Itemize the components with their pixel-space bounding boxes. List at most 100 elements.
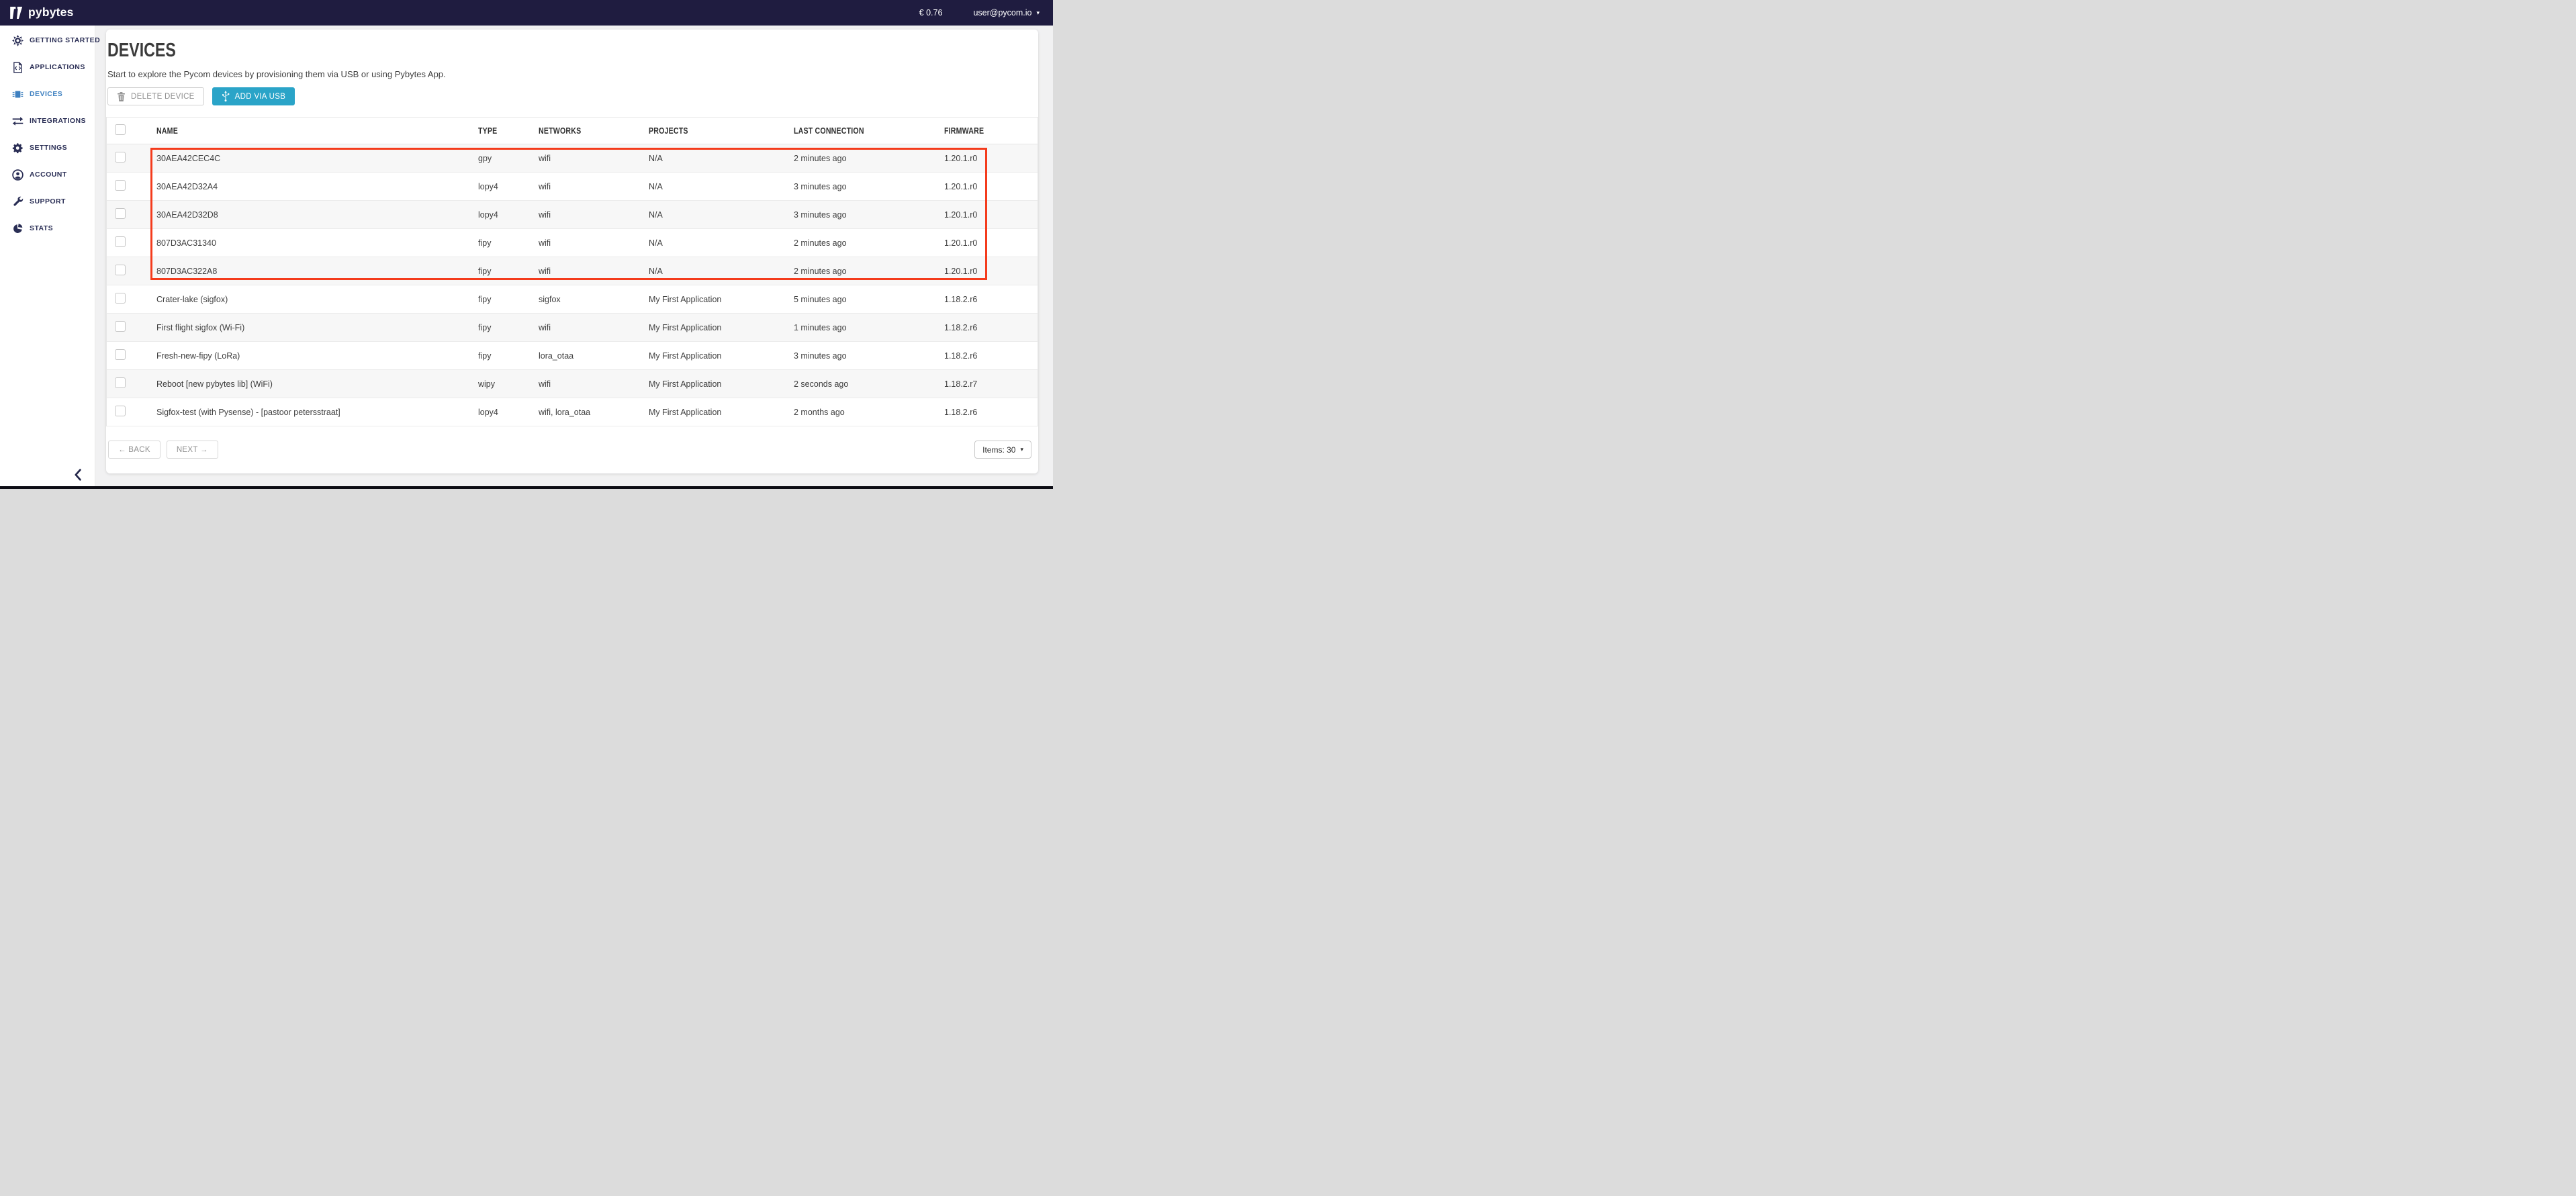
row-checkbox[interactable] [115, 349, 126, 360]
delete-device-button[interactable]: DELETE DEVICE [107, 87, 204, 105]
row-checkbox[interactable] [115, 293, 126, 304]
device-name: Sigfox-test (with Pysense) - [pastoor pe… [156, 407, 340, 417]
trash-icon [118, 91, 125, 101]
device-type: fipy [478, 238, 492, 248]
chevron-down-icon: ▾ [1020, 446, 1023, 453]
device-name: Reboot [new pybytes lib] (WiFi) [156, 379, 273, 389]
device-networks: wifi [539, 379, 551, 389]
pybytes-logo: pybytes [10, 5, 74, 19]
sidebar-item-account[interactable]: ACCOUNT [0, 161, 95, 188]
device-projects: N/A [649, 153, 663, 163]
wrench-icon [12, 196, 24, 208]
chip-icon [12, 89, 24, 100]
sidebar-item-devices[interactable]: DEVICES [0, 81, 95, 107]
device-last-connection: 3 minutes ago [794, 351, 847, 361]
table-row[interactable]: Crater-lake (sigfox) fipy sigfox My Firs… [107, 285, 1038, 314]
chevron-down-icon: ▾ [1036, 9, 1040, 16]
bottom-edge [0, 486, 1053, 489]
row-checkbox[interactable] [115, 321, 126, 332]
device-last-connection: 3 minutes ago [794, 181, 847, 191]
user-icon [12, 169, 24, 181]
row-checkbox[interactable] [115, 208, 126, 219]
device-projects: My First Application [649, 379, 722, 389]
device-last-connection: 2 months ago [794, 407, 845, 417]
table-row[interactable]: First flight sigfox (Wi-Fi) fipy wifi My… [107, 314, 1038, 342]
device-last-connection: 2 minutes ago [794, 238, 847, 248]
device-name: 807D3AC322A8 [156, 266, 218, 276]
sidebar-item-integrations[interactable]: INTEGRATIONS [0, 107, 95, 134]
select-all-checkbox[interactable] [115, 124, 126, 135]
topbar: pybytes € 0.76 user@pycom.io ▾ [0, 0, 1053, 26]
devices-page: DEVICES Start to explore the Pycom devic… [106, 30, 1038, 473]
sidebar-item-settings[interactable]: SETTINGS [0, 134, 95, 161]
items-per-page-dropdown[interactable]: Items: 30 ▾ [974, 441, 1031, 459]
device-last-connection: 1 minutes ago [794, 322, 847, 332]
user-menu[interactable]: user@pycom.io ▾ [973, 8, 1040, 17]
table-row[interactable]: 30AEA42CEC4C gpy wifi N/A 2 minutes ago … [107, 144, 1038, 173]
column-header-networks: NETWORKS [539, 126, 582, 136]
device-networks: lora_otaa [539, 351, 574, 361]
device-type: fipy [478, 351, 492, 361]
sidebar-item-support[interactable]: SUPPORT [0, 188, 95, 215]
device-name: 30AEA42D32D8 [156, 210, 218, 220]
device-projects: N/A [649, 181, 663, 191]
device-projects: N/A [649, 238, 663, 248]
column-header-type: TYPE [478, 126, 498, 136]
device-name: Fresh-new-fipy (LoRa) [156, 351, 240, 361]
device-type: gpy [478, 153, 492, 163]
table-row[interactable]: Fresh-new-fipy (LoRa) fipy lora_otaa My … [107, 342, 1038, 370]
sidebar-item-getting-started[interactable]: GETTING STARTED [0, 27, 100, 54]
device-firmware: 1.18.2.r6 [944, 407, 978, 417]
device-name: 30AEA42CEC4C [156, 153, 221, 163]
pagination: ← BACK NEXT → Items: 30 ▾ [108, 441, 1038, 459]
device-name: 807D3AC31340 [156, 238, 216, 248]
sidebar-item-stats[interactable]: STATS [0, 215, 95, 242]
row-checkbox[interactable] [115, 406, 126, 416]
row-checkbox[interactable] [115, 236, 126, 247]
device-type: fipy [478, 294, 492, 304]
next-button[interactable]: NEXT → [166, 441, 218, 459]
device-firmware: 1.20.1.r0 [944, 181, 978, 191]
row-checkbox[interactable] [115, 265, 126, 275]
sidebar-item-applications[interactable]: APPLICATIONS [0, 54, 95, 81]
device-name: Crater-lake (sigfox) [156, 294, 228, 304]
back-button[interactable]: ← BACK [108, 441, 160, 459]
table-row[interactable]: 807D3AC322A8 fipy wifi N/A 2 minutes ago… [107, 257, 1038, 285]
device-networks: wifi [539, 153, 551, 163]
table-row[interactable]: 807D3AC31340 fipy wifi N/A 2 minutes ago… [107, 229, 1038, 257]
device-type: lopy4 [478, 181, 498, 191]
table-row[interactable]: Reboot [new pybytes lib] (WiFi) wipy wif… [107, 370, 1038, 398]
device-last-connection: 2 seconds ago [794, 379, 849, 389]
table-row[interactable]: Sigfox-test (with Pysense) - [pastoor pe… [107, 398, 1038, 426]
arrows-icon [12, 116, 24, 127]
row-checkbox[interactable] [115, 180, 126, 191]
device-last-connection: 2 minutes ago [794, 266, 847, 276]
device-projects: My First Application [649, 351, 722, 361]
add-via-usb-button[interactable]: ADD VIA USB [212, 87, 295, 105]
device-projects: N/A [649, 210, 663, 220]
table-row[interactable]: 30AEA42D32A4 lopy4 wifi N/A 3 minutes ag… [107, 173, 1038, 201]
sidebar-collapse-button[interactable] [74, 469, 89, 482]
device-networks: wifi, lora_otaa [539, 407, 591, 417]
device-projects: My First Application [649, 407, 722, 417]
pie-chart-icon [12, 223, 24, 234]
table-header-row: NAME TYPE NETWORKS PROJECTS LAST CONNECT… [107, 118, 1038, 144]
devices-table: NAME TYPE NETWORKS PROJECTS LAST CONNECT… [106, 117, 1038, 426]
row-checkbox[interactable] [115, 152, 126, 163]
device-firmware: 1.20.1.r0 [944, 266, 978, 276]
page-subtitle: Start to explore the Pycom devices by pr… [107, 69, 446, 79]
column-header-projects: PROJECTS [649, 126, 688, 136]
device-firmware: 1.18.2.r6 [944, 294, 978, 304]
row-checkbox[interactable] [115, 377, 126, 388]
sidebar: GETTING STARTED APPLICATIONS DEVICES INT… [0, 26, 100, 486]
table-row[interactable]: 30AEA42D32D8 lopy4 wifi N/A 3 minutes ag… [107, 201, 1038, 229]
device-type: wipy [478, 379, 496, 389]
chevron-left-icon [75, 469, 81, 481]
usb-icon [222, 91, 230, 102]
device-networks: wifi [539, 181, 551, 191]
device-type: lopy4 [478, 407, 498, 417]
device-type: fipy [478, 266, 492, 276]
sun-icon [12, 34, 24, 46]
column-header-firmware: FIRMWARE [944, 126, 984, 136]
device-projects: My First Application [649, 294, 722, 304]
